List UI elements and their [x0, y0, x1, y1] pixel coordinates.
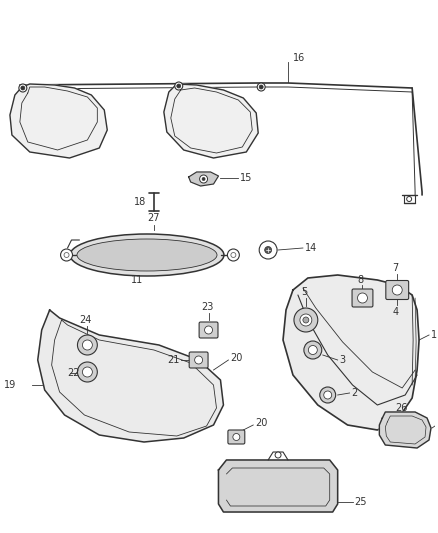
Circle shape: [259, 85, 263, 89]
Circle shape: [205, 326, 212, 334]
Circle shape: [357, 293, 367, 303]
Text: 16: 16: [293, 53, 305, 63]
Polygon shape: [164, 84, 258, 158]
Text: 21: 21: [167, 355, 179, 365]
Ellipse shape: [77, 239, 217, 271]
Text: 11: 11: [131, 275, 143, 285]
Text: 24: 24: [79, 315, 92, 325]
Text: 8: 8: [357, 275, 364, 285]
Circle shape: [227, 249, 239, 261]
FancyBboxPatch shape: [189, 352, 208, 368]
Text: 4: 4: [392, 307, 399, 317]
Text: 15: 15: [240, 173, 253, 183]
Circle shape: [392, 285, 402, 295]
Circle shape: [303, 317, 309, 323]
Text: 26: 26: [395, 403, 408, 413]
Polygon shape: [10, 84, 107, 158]
Circle shape: [78, 335, 97, 355]
Circle shape: [233, 433, 240, 440]
Text: 20: 20: [255, 418, 268, 428]
Circle shape: [300, 314, 312, 326]
Circle shape: [64, 253, 69, 257]
Text: 7: 7: [392, 263, 399, 273]
Circle shape: [21, 86, 25, 90]
Circle shape: [304, 341, 322, 359]
Circle shape: [265, 246, 272, 254]
Text: 2: 2: [352, 388, 358, 398]
Text: 3: 3: [339, 355, 346, 365]
Circle shape: [231, 253, 236, 257]
Circle shape: [324, 391, 332, 399]
Text: 23: 23: [201, 302, 214, 312]
Text: 18: 18: [134, 197, 146, 207]
Text: 27: 27: [147, 213, 159, 223]
Circle shape: [82, 367, 92, 377]
Circle shape: [320, 387, 336, 403]
Circle shape: [257, 83, 265, 91]
Polygon shape: [38, 310, 223, 442]
Circle shape: [308, 345, 317, 354]
Text: 5: 5: [301, 287, 307, 297]
Circle shape: [177, 84, 181, 88]
Circle shape: [259, 241, 277, 259]
Circle shape: [19, 84, 27, 92]
Circle shape: [60, 249, 73, 261]
Circle shape: [175, 82, 183, 90]
Text: 20: 20: [230, 353, 243, 363]
Text: 22: 22: [67, 368, 80, 378]
Text: 14: 14: [305, 243, 317, 253]
Circle shape: [78, 362, 97, 382]
FancyBboxPatch shape: [386, 280, 409, 300]
Text: 19: 19: [4, 380, 16, 390]
Circle shape: [202, 177, 205, 181]
Circle shape: [406, 197, 412, 201]
Circle shape: [275, 452, 281, 458]
Circle shape: [294, 308, 318, 332]
Circle shape: [194, 356, 203, 364]
Text: 1: 1: [431, 330, 437, 340]
Polygon shape: [379, 412, 431, 448]
Circle shape: [82, 340, 92, 350]
Polygon shape: [283, 275, 419, 430]
Polygon shape: [189, 172, 219, 186]
Circle shape: [200, 175, 208, 183]
Text: 25: 25: [354, 497, 367, 507]
FancyBboxPatch shape: [199, 322, 218, 338]
FancyBboxPatch shape: [352, 289, 373, 307]
FancyBboxPatch shape: [228, 430, 245, 444]
Polygon shape: [219, 460, 338, 512]
Ellipse shape: [70, 234, 224, 276]
